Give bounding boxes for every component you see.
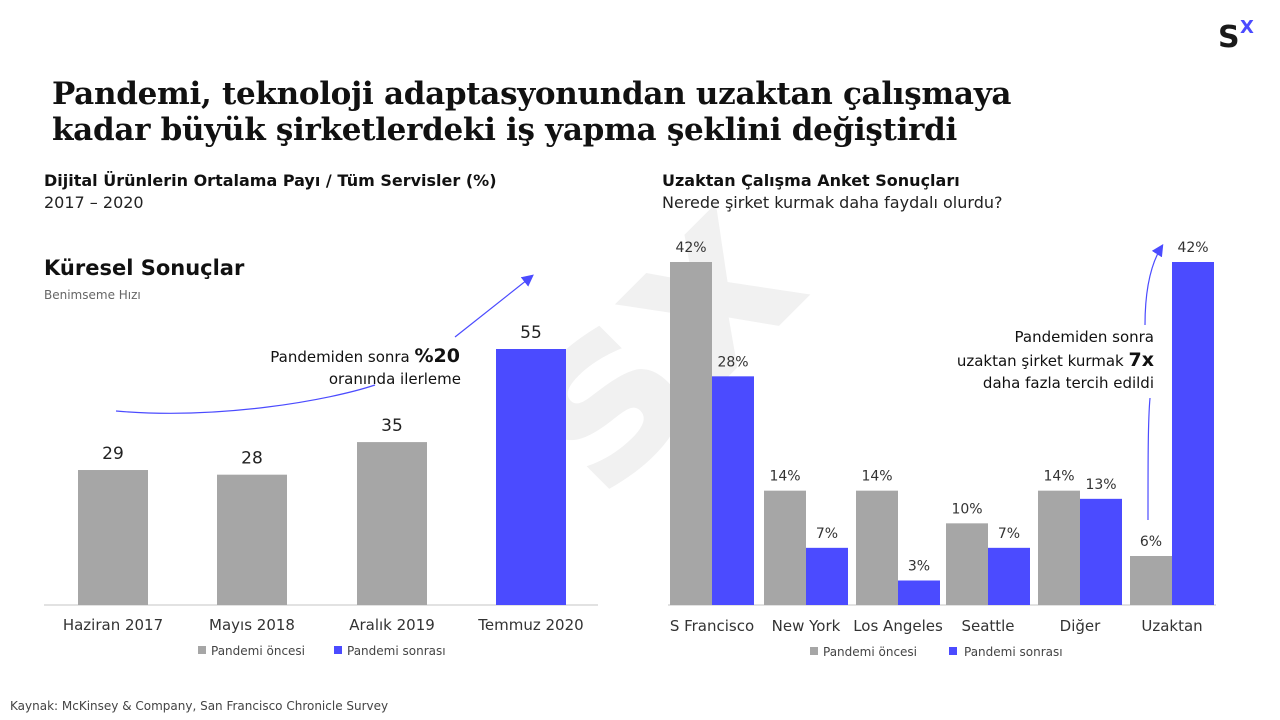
global-results-title: Küresel Sonuçlar [44, 256, 245, 280]
right-bar [712, 376, 754, 605]
right-category-label: S Francisco [670, 617, 754, 635]
right-bar-value: 7% [816, 526, 838, 542]
brand-logo: S X [1218, 17, 1254, 52]
right-category-label: Uzaktan [1141, 617, 1202, 635]
right-bar [1172, 262, 1214, 605]
right-legend-label-before: Pandemi öncesi [823, 645, 917, 659]
right-category-label: Los Angeles [853, 617, 943, 635]
right-bar [946, 523, 988, 605]
right-category-label: New York [772, 617, 841, 635]
left-annotation: Pandemiden sonra %20 [270, 345, 460, 367]
left-bar-value: 35 [381, 416, 403, 436]
right-bar [1080, 498, 1122, 605]
left-bar [78, 470, 148, 605]
page-title-line2: kadar büyük şirketlerdeki iş yapma şekli… [52, 112, 957, 148]
right-category-label: Seattle [961, 617, 1014, 635]
left-legend-swatch-before [198, 646, 206, 654]
right-bar [806, 547, 848, 605]
right-bar [856, 490, 898, 605]
source-note: Kaynak: McKinsey & Company, San Francisc… [10, 699, 389, 713]
right-bar-value: 13% [1085, 477, 1116, 493]
right-category-label: Diğer [1060, 617, 1101, 635]
right-legend-label-after: Pandemi sonrası [964, 645, 1063, 659]
left-bar-value: 28 [241, 449, 263, 469]
left-category-label: Aralık 2019 [349, 616, 435, 634]
left-chart: 29 Haziran 2017 28 Mayıs 2018 35 Aralık 2019 5… [44, 274, 598, 658]
right-bar-value: 42% [1177, 240, 1208, 256]
left-trend-arrow [454, 274, 534, 338]
left-chart-subtitle: 2017 – 2020 [44, 193, 144, 212]
right-chart-subtitle: Nerede şirket kurmak daha faydalı olurdu… [662, 193, 1003, 212]
right-chart-title: Uzaktan Çalışma Anket Sonuçları [662, 171, 960, 190]
right-bar [764, 490, 806, 605]
right-bar-value: 14% [861, 469, 892, 485]
left-legend-label-after: Pandemi sonrası [347, 644, 446, 658]
left-legend-label-before: Pandemi öncesi [211, 644, 305, 658]
left-bar [217, 474, 287, 605]
right-annotation-text: uzaktan şirket kurmak [957, 352, 1129, 370]
right-bar [1130, 556, 1172, 605]
right-bar-value: 10% [951, 501, 982, 517]
left-category-label: Temmuz 2020 [477, 616, 583, 634]
adoption-rate-label: Benimseme Hızı [44, 288, 141, 302]
left-legend-swatch-after [334, 646, 342, 654]
left-chart-title: Dijital Ürünlerin Ortalama Payı / Tüm Se… [44, 171, 497, 190]
left-category-label: Mayıs 2018 [209, 616, 295, 634]
left-bar-value: 29 [102, 444, 124, 464]
right-legend-swatch-after [949, 647, 957, 655]
left-annotation-line2: oranında ilerleme [329, 370, 461, 388]
right-bar [1038, 490, 1080, 605]
left-bar [496, 349, 566, 605]
left-bar [357, 442, 427, 605]
right-bar [898, 580, 940, 605]
right-bar-value: 14% [1043, 469, 1074, 485]
right-bar-value: 7% [998, 526, 1020, 542]
right-trend-arrow [1144, 243, 1164, 326]
right-bar [988, 547, 1030, 605]
logo-x: X [1240, 17, 1254, 38]
right-bar-value: 42% [675, 240, 706, 256]
right-chart: 42% 28% S Francisco 14% 7% New York 14% 3% Los A… [668, 240, 1216, 659]
left-trend-curve [115, 384, 376, 414]
right-annotation-line3: daha fazla tercih edildi [983, 374, 1154, 392]
right-annotation-line1: Pandemiden sonra [1015, 328, 1154, 346]
right-trend-lower [1147, 397, 1151, 521]
left-bar-value: 55 [520, 323, 542, 343]
right-annotation-bold: 7x [1129, 349, 1154, 371]
left-category-label: Haziran 2017 [63, 616, 163, 634]
right-legend-swatch-before [810, 647, 818, 655]
page-title: Pandemi, teknoloji adaptasyonundan uzakt… [52, 76, 1152, 148]
logo-s: S [1218, 20, 1240, 52]
right-annotation-line2: uzaktan şirket kurmak 7x [957, 349, 1154, 371]
right-bar [670, 262, 712, 605]
right-bar-value: 3% [908, 559, 930, 575]
left-annotation-text: Pandemiden sonra [270, 348, 414, 366]
right-bar-value: 28% [717, 354, 748, 370]
left-annotation-bold: %20 [415, 345, 460, 367]
right-bar-value: 14% [769, 469, 800, 485]
right-bar-value: 6% [1140, 534, 1162, 550]
page-title-line1: Pandemi, teknoloji adaptasyonundan uzakt… [52, 76, 1012, 112]
